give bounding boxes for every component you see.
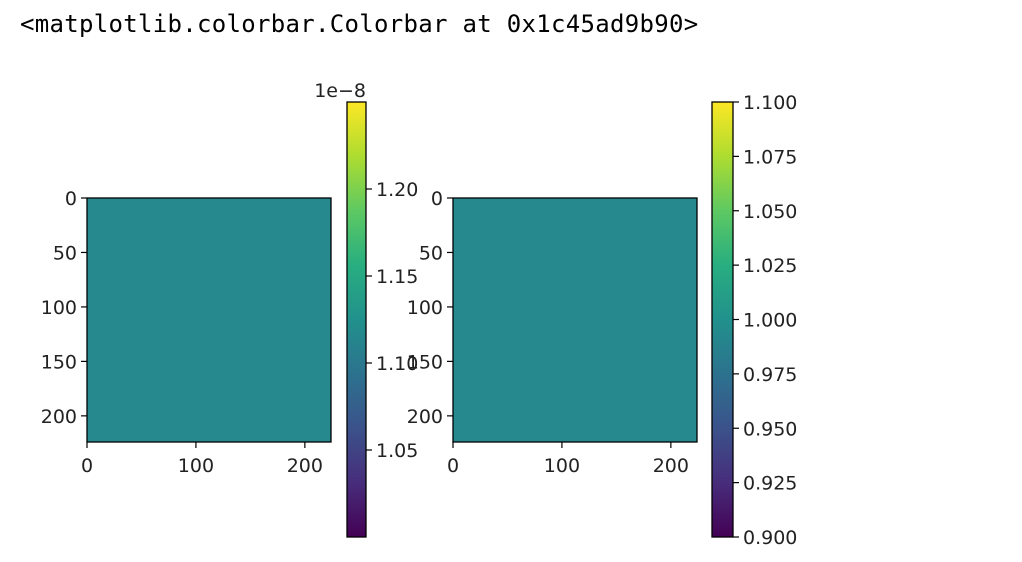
colorbar-tick-label: 1.100 — [743, 92, 797, 114]
y-tick-label: 150 — [41, 351, 77, 373]
colorbar-gradient — [712, 102, 733, 537]
colorbar-tick-label: 1.025 — [743, 255, 797, 277]
colorbar-offset-label: 1e−8 — [314, 80, 366, 102]
axes-frame — [452, 197, 698, 443]
colorbar-tick-label: 1.20 — [376, 179, 418, 201]
colorbar-gradient — [347, 102, 366, 537]
colorbar-tick-label: 1.05 — [376, 440, 418, 462]
y-tick-label: 0 — [431, 188, 443, 210]
colorbar-tick-label: 1.10 — [376, 353, 418, 375]
y-tick-label: 200 — [407, 406, 443, 428]
colorbar-tick-label: 0.900 — [743, 527, 797, 549]
x-tick-label: 0 — [81, 455, 93, 477]
y-tick-label: 100 — [41, 297, 77, 319]
x-tick-label: 200 — [653, 455, 689, 477]
heatmap-image — [87, 198, 331, 442]
colorbar-tick-label: 1.15 — [376, 266, 418, 288]
y-tick-label: 0 — [65, 188, 77, 210]
subplot-2: 0 100 200 0 50 100 150 200 0.900 0.925 0.950 0.975 1… — [407, 92, 798, 549]
x-tick-label: 100 — [178, 455, 214, 477]
y-tick-label: 50 — [53, 242, 77, 264]
output-repr-text: <matplotlib.colorbar.Colorbar at 0x1c45a… — [20, 10, 699, 38]
colorbar-tick-label: 1.050 — [743, 201, 797, 223]
colorbar-tick-label: 0.925 — [743, 473, 797, 495]
colorbar-tick-label: 1.000 — [743, 310, 797, 332]
y-tick-label: 150 — [407, 351, 443, 373]
axes-frame — [86, 197, 332, 443]
x-tick-label: 0 — [447, 455, 459, 477]
x-tick-label: 100 — [544, 455, 580, 477]
colorbar-tick-label: 0.975 — [743, 364, 797, 386]
y-tick-label: 200 — [41, 406, 77, 428]
y-tick-label: 50 — [419, 242, 443, 264]
y-tick-label: 100 — [407, 297, 443, 319]
colorbar-tick-label: 0.950 — [743, 418, 797, 440]
colorbar-tick-label: 1.075 — [743, 146, 797, 168]
heatmap-image — [453, 198, 697, 442]
colorbar-frame — [346, 101, 367, 538]
x-tick-label: 200 — [287, 455, 323, 477]
subplot-1: 0 100 200 0 50 100 150 200 1.05 1.10 1.15 1.20 1e−8 — [41, 80, 418, 538]
